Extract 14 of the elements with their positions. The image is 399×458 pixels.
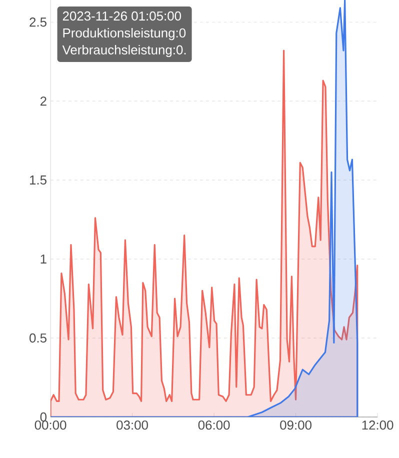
annotation: 2023-11-26 01:05:00 — [63, 11, 182, 21]
y-tick-label: 0.5 — [30, 333, 47, 343]
x-tick-label: 03:00 — [116, 420, 148, 430]
y-tick-label: 0 — [40, 412, 47, 422]
annotation: Produktionsleistung:0 — [64, 28, 186, 40]
annotation: Verbrauchsleistung:0. — [62, 44, 186, 58]
y-tick-label: 2.5 — [30, 18, 47, 27]
y-tick-label: 1.5 — [30, 176, 47, 185]
x-tick-label: 12:00 — [362, 420, 394, 430]
y-tick-label: 1 — [41, 254, 47, 264]
x-tick-label: 09:00 — [280, 420, 312, 430]
x-tick-label: 06:00 — [198, 420, 230, 430]
y-tick-label: 2 — [40, 96, 47, 106]
x-tick-label: 00:00 — [35, 420, 66, 430]
